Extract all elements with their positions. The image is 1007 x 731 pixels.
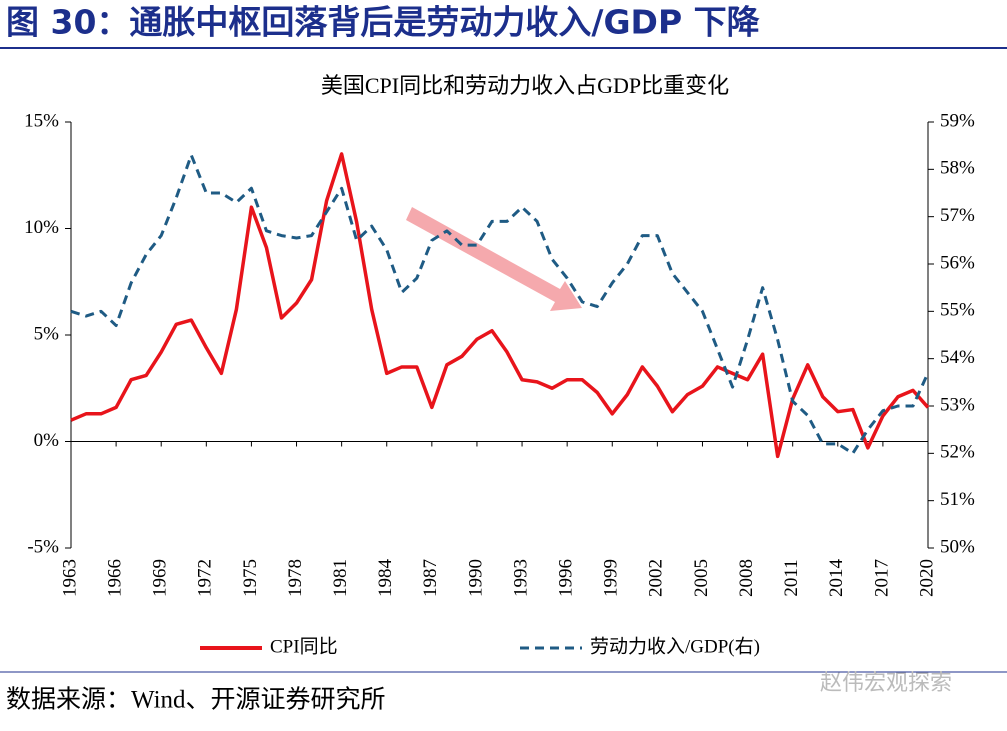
x-tick-label: 1972 — [195, 559, 216, 597]
x-tick-label: 2002 — [646, 559, 667, 597]
x-tick-label: 1999 — [601, 559, 622, 597]
chart-title: 美国CPI同比和劳动力收入占GDP比重变化 — [321, 73, 729, 98]
source: 数据来源：Wind、开源证券研究所 — [6, 686, 386, 714]
x-tick-label: 2014 — [826, 559, 847, 598]
y2-tick-label: 53% — [940, 394, 975, 415]
x-tick-label: 1981 — [330, 559, 351, 597]
y2-tick-label: 56% — [940, 252, 975, 273]
x-tick-label: 2008 — [736, 559, 757, 597]
x-tick-label: 1984 — [375, 559, 396, 598]
header: 图 30：通胀中枢回落背后是劳动力收入/GDP 下降 — [6, 3, 761, 42]
y2-tick-label: 58% — [940, 158, 975, 179]
y-tick-label: 10% — [24, 217, 59, 238]
y2-tick-label: 51% — [940, 489, 975, 510]
legend-label: CPI同比 — [270, 635, 338, 657]
y-tick-label: 5% — [34, 323, 60, 344]
y2-tick-label: 57% — [940, 205, 975, 226]
y2-tick-label: 54% — [940, 347, 975, 368]
x-tick-label: 1966 — [104, 559, 125, 597]
y-tick-label: 0% — [34, 430, 60, 451]
y2-tick-label: 59% — [940, 110, 975, 131]
y-tick-label: -5% — [27, 536, 59, 557]
y2-tick-label: 50% — [940, 536, 975, 557]
y-tick-label: 15% — [24, 110, 59, 131]
legend-label: 劳动力收入/GDP(右) — [590, 635, 760, 657]
x-tick-label: 2011 — [781, 559, 802, 596]
x-tick-label: 1978 — [285, 559, 306, 597]
y2-tick-label: 55% — [940, 300, 975, 321]
plot: -5% 0% 5% 10% 15% 50% 51% 52% 53% 54% 55% 56% 57% 58%… — [24, 110, 975, 597]
x-tick-label: 1996 — [556, 559, 577, 597]
x-tick-label: 1987 — [420, 559, 441, 597]
x-tick-label: 2017 — [871, 559, 892, 597]
watermark: 赵伟宏观探索 — [820, 671, 952, 696]
x-tick-label: 1990 — [465, 559, 486, 597]
y2-tick-label: 52% — [940, 442, 975, 463]
x-tick-label: 1969 — [150, 559, 171, 597]
x-tick-label: 2020 — [916, 559, 937, 597]
x-tick-label: 1963 — [59, 559, 80, 597]
x-tick-label: 2005 — [691, 559, 712, 597]
x-tick-label: 1975 — [240, 559, 261, 597]
trend-arrow — [406, 207, 582, 311]
series-line — [70, 152, 930, 459]
series-line — [70, 153, 930, 455]
x-tick-label: 1993 — [510, 559, 531, 597]
